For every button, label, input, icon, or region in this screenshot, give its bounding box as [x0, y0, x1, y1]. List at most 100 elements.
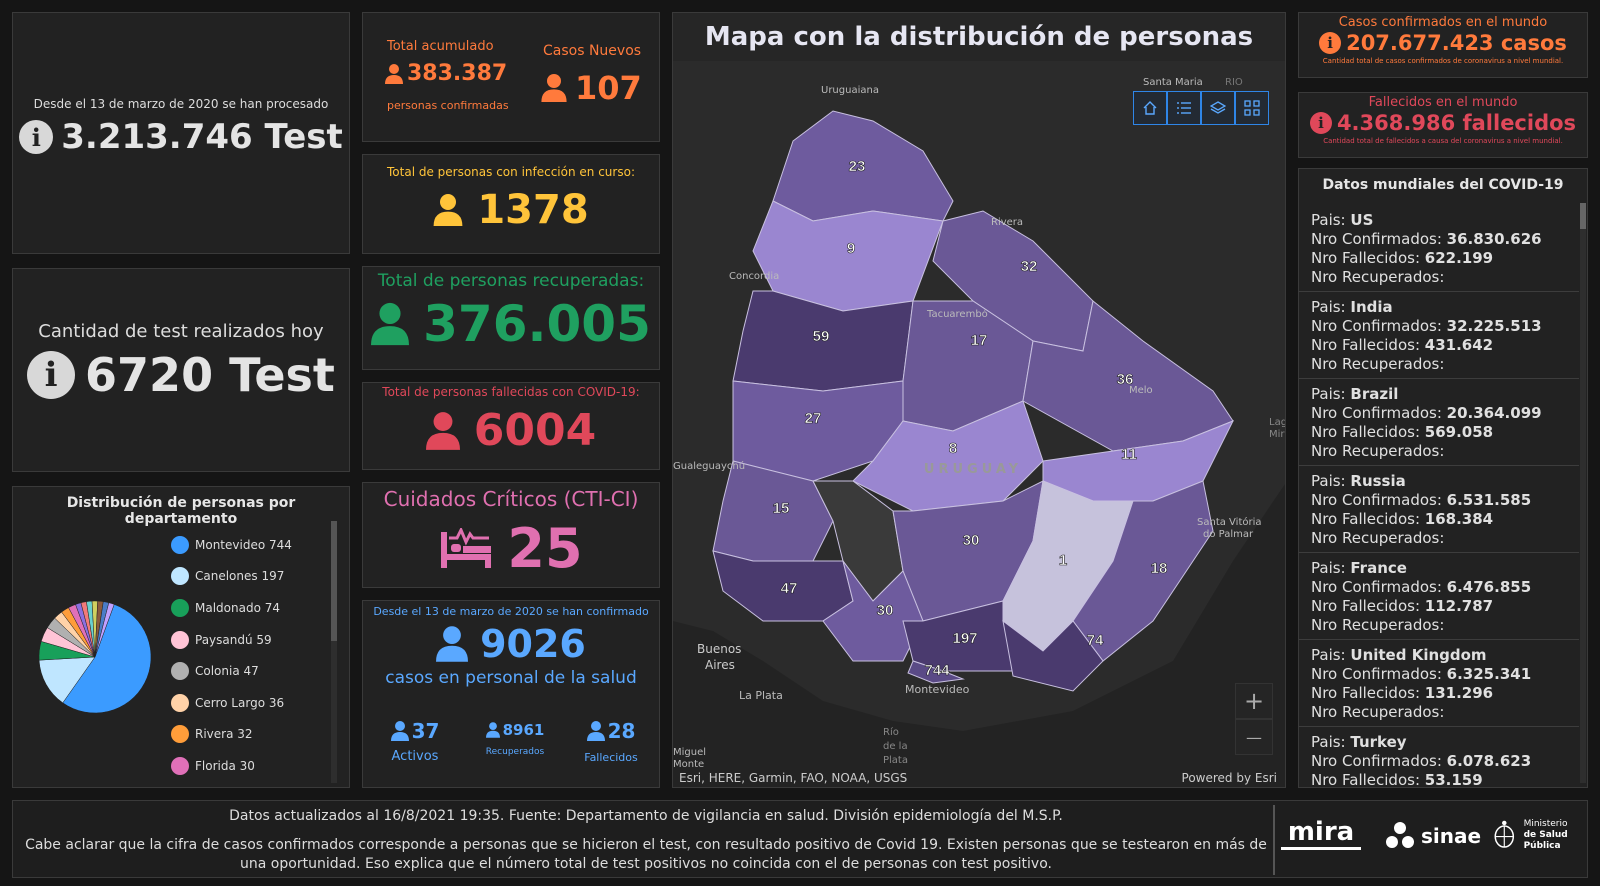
legend-item[interactable]: Canelones 197 [171, 561, 331, 593]
legend-button[interactable] [1167, 91, 1201, 125]
legend-value: 32 [237, 727, 253, 742]
legend-dot [171, 725, 189, 744]
person-icon [425, 411, 460, 450]
deceased-value: 6004 [473, 405, 597, 456]
label: Nro Confirmados: [1311, 491, 1442, 509]
mira-logo[interactable]: mira [1281, 819, 1361, 850]
person-icon [485, 722, 500, 738]
person-icon [385, 63, 403, 84]
pie-slice[interactable] [38, 656, 96, 704]
active-infection-title: Total de personas con infección en curso… [387, 165, 635, 179]
country-name: United Kingdom [1350, 646, 1487, 664]
deceased-panel: Total de personas fallecidas con COVID-1… [362, 382, 660, 470]
map-value-montevideo: 744 [924, 662, 950, 679]
place-label: Lag [1269, 417, 1286, 428]
staff-recovered-value: 8961 [502, 721, 545, 739]
distribution-legend: Montevideo 744 Canelones 197 Maldonado 7… [171, 529, 331, 782]
department-maldonado[interactable] [1002, 619, 1104, 692]
place-label: Rivera [991, 217, 1023, 228]
legend-scrollbar[interactable] [331, 521, 337, 783]
legend-item[interactable]: Montevideo 744 [171, 529, 331, 561]
label: Nro Recuperados: [1311, 703, 1445, 721]
deaths-value: 112.787 [1424, 597, 1494, 615]
place-label: Uruguaiana [821, 85, 879, 96]
legend-name: Rivera [195, 727, 234, 742]
legend-dot [171, 662, 189, 681]
footer-update-line: Datos actualizados al 16/8/2021 19:35. F… [229, 808, 1063, 824]
sinae-logo[interactable]: sinae [1385, 821, 1481, 851]
deaths-value: 431.642 [1424, 336, 1494, 354]
health-staff-panel: Desde el 13 de marzo de 2020 se han conf… [362, 600, 660, 788]
qr-grid-icon [1244, 100, 1260, 116]
staff-active-label: Activos [391, 749, 439, 764]
tests-today-caption: Cantidad de test realizados hoy [38, 321, 324, 342]
map-attribution: Esri, HERE, Garmin, FAO, NOAA, USGS [679, 771, 908, 785]
legend-dot [171, 598, 189, 617]
legend-dot [171, 535, 189, 554]
legend-item[interactable]: Paysandú 59 [171, 624, 331, 656]
world-data-scrollbar[interactable] [1580, 203, 1586, 783]
tests-total-caption: Desde el 13 de marzo de 2020 se han proc… [33, 97, 329, 111]
label: Nro Fallecidos: [1311, 597, 1420, 615]
legend-item[interactable]: Rivera 32 [171, 719, 331, 751]
person-icon [541, 74, 567, 102]
map-powered-by[interactable]: Powered by Esri [1181, 771, 1277, 785]
label: Nro Confirmados: [1311, 665, 1442, 683]
map-value-rivera: 32 [1021, 258, 1038, 275]
world-data-list[interactable]: Pais: US Nro Confirmados: 36.830.626 Nro… [1299, 205, 1579, 788]
department-san-jose[interactable] [822, 560, 924, 662]
department-montevideo[interactable] [907, 660, 965, 684]
info-icon: i [1319, 32, 1342, 54]
recovered-value: 376.005 [423, 295, 651, 353]
label: Nro Fallecidos: [1311, 423, 1420, 441]
place-label: Miguel [673, 747, 706, 758]
world-deaths-value: 4.368.986 fallecidos [1336, 111, 1577, 135]
pie-slice[interactable] [94, 602, 115, 658]
label: Pais: [1311, 559, 1346, 577]
label: Nro Confirmados: [1311, 230, 1442, 248]
confirmed-value: 6.325.341 [1446, 665, 1532, 683]
pie-chart[interactable] [35, 597, 155, 717]
critical-care-value: 25 [507, 517, 583, 580]
list-item: Pais: France Nro Confirmados: 6.476.855 … [1299, 553, 1579, 640]
legend-value: 197 [261, 569, 285, 584]
map-title: Mapa con la distribución de personas [673, 13, 1285, 61]
label: Nro Confirmados: [1311, 752, 1442, 770]
department-cerro-largo[interactable] [1022, 300, 1234, 452]
list-item: Pais: Russia Nro Confirmados: 6.531.585 … [1299, 466, 1579, 553]
confirmed-value: 20.364.099 [1446, 404, 1542, 422]
legend-item[interactable]: Florida 30 [171, 750, 331, 782]
new-cases-value: 107 [575, 69, 642, 107]
deaths-value: 622.199 [1424, 249, 1494, 267]
legend-item[interactable]: Maldonado 74 [171, 592, 331, 624]
footer-disclaimer: Cabe aclarar que la cifra de casos confi… [25, 837, 1267, 872]
label: Pais: [1311, 298, 1346, 316]
world-deaths-note: Cantidad total de fallecidos a causa del… [1323, 137, 1563, 145]
zoom-out-button[interactable]: — [1235, 719, 1273, 755]
msp-logo[interactable]: Ministerio de Salud Pública [1493, 815, 1587, 855]
place-label: Tacuarembó [926, 308, 988, 320]
layers-button[interactable] [1201, 91, 1235, 125]
map-value-florida: 30 [963, 532, 980, 549]
map-value-canelones: 197 [952, 630, 977, 647]
label: Nro Fallecidos: [1311, 771, 1420, 788]
world-confirmed-value: 207.677.423 casos [1346, 31, 1567, 55]
staff-deceased-label: Fallecidos [584, 751, 638, 764]
home-button[interactable] [1133, 91, 1167, 125]
confirmed-value: 6.078.623 [1446, 752, 1532, 770]
map-canvas[interactable]: 23 9 32 59 17 36 27 8 11 15 30 1 18 47 3… [673, 61, 1286, 788]
basemap-button[interactable] [1235, 91, 1269, 125]
department-rocha[interactable] [1072, 480, 1214, 662]
zoom-in-button[interactable]: + [1235, 683, 1273, 719]
map-svg[interactable]: 23 9 32 59 17 36 27 8 11 15 30 1 18 47 3… [673, 61, 1286, 788]
pie-slice[interactable] [62, 604, 152, 714]
legend-item[interactable]: Cerro Largo 36 [171, 687, 331, 719]
map-value-colonia: 47 [781, 580, 798, 597]
label: Nro Recuperados: [1311, 616, 1445, 634]
staff-deceased-value: 28 [607, 719, 636, 743]
person-icon [390, 721, 409, 741]
legend-name: Canelones [195, 569, 258, 584]
sinae-logo-icon [1386, 822, 1414, 848]
legend-item[interactable]: Colonia 47 [171, 655, 331, 687]
layers-icon [1210, 101, 1226, 114]
